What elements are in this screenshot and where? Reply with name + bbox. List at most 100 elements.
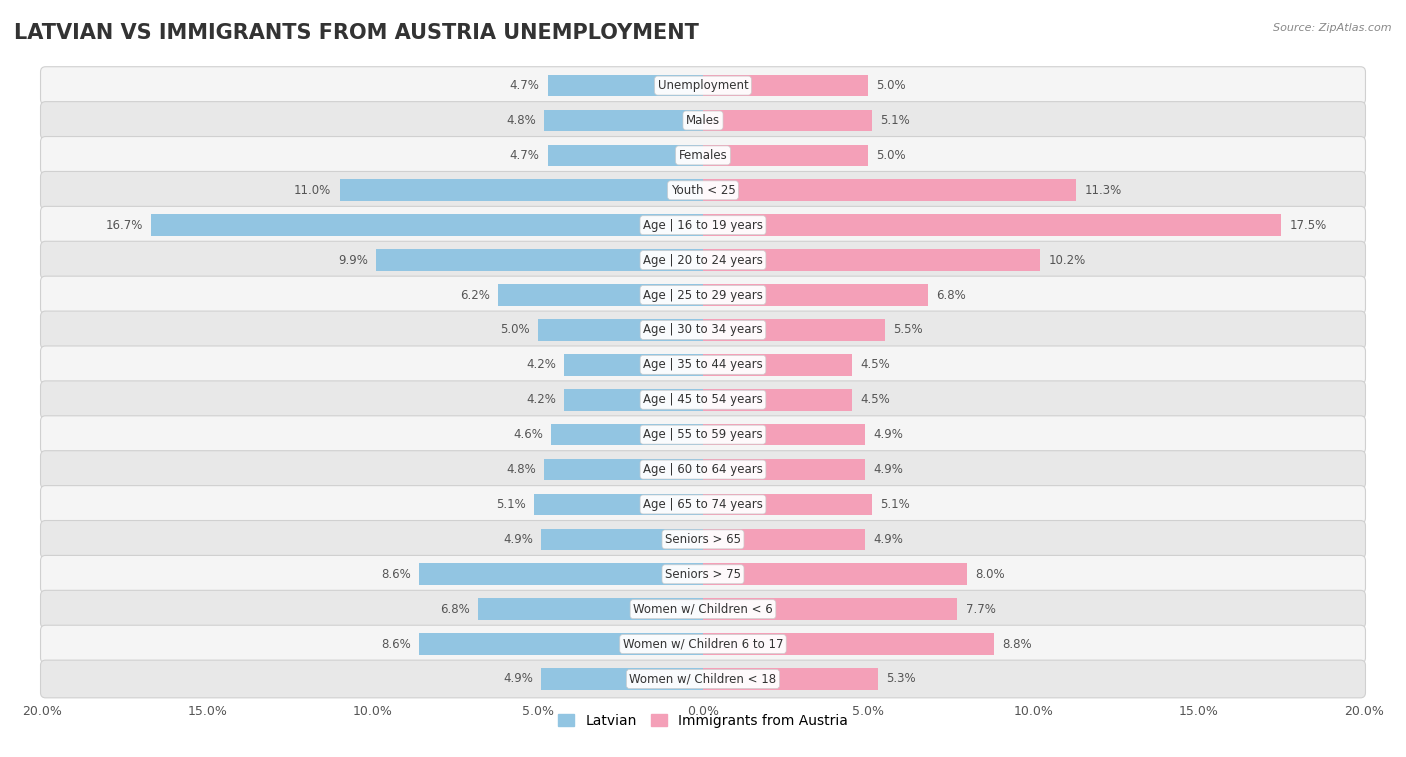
Text: 6.8%: 6.8% xyxy=(440,603,470,615)
Bar xyxy=(703,598,957,620)
Bar xyxy=(703,528,865,550)
Text: 6.2%: 6.2% xyxy=(460,288,489,301)
Bar xyxy=(564,354,703,375)
Text: 4.9%: 4.9% xyxy=(503,672,533,686)
FancyBboxPatch shape xyxy=(41,625,1365,663)
Text: Source: ZipAtlas.com: Source: ZipAtlas.com xyxy=(1274,23,1392,33)
Text: 4.8%: 4.8% xyxy=(506,114,536,127)
FancyBboxPatch shape xyxy=(41,276,1365,314)
Bar xyxy=(541,528,703,550)
Bar xyxy=(703,494,872,516)
Text: 8.0%: 8.0% xyxy=(976,568,1005,581)
Text: 5.3%: 5.3% xyxy=(886,672,915,686)
Text: 8.8%: 8.8% xyxy=(1002,637,1032,650)
Bar xyxy=(375,249,703,271)
Text: LATVIAN VS IMMIGRANTS FROM AUSTRIA UNEMPLOYMENT: LATVIAN VS IMMIGRANTS FROM AUSTRIA UNEMP… xyxy=(14,23,699,42)
Bar xyxy=(703,249,1040,271)
FancyBboxPatch shape xyxy=(41,521,1365,558)
FancyBboxPatch shape xyxy=(41,485,1365,523)
Text: Women w/ Children 6 to 17: Women w/ Children 6 to 17 xyxy=(623,637,783,650)
Text: 8.6%: 8.6% xyxy=(381,568,411,581)
Text: 11.0%: 11.0% xyxy=(294,184,332,197)
Text: 4.5%: 4.5% xyxy=(860,358,890,372)
FancyBboxPatch shape xyxy=(41,556,1365,593)
Text: Age | 45 to 54 years: Age | 45 to 54 years xyxy=(643,393,763,407)
Text: 11.3%: 11.3% xyxy=(1084,184,1122,197)
FancyBboxPatch shape xyxy=(41,416,1365,453)
Text: 4.9%: 4.9% xyxy=(873,428,903,441)
FancyBboxPatch shape xyxy=(41,311,1365,349)
Text: 7.7%: 7.7% xyxy=(966,603,995,615)
Text: Unemployment: Unemployment xyxy=(658,79,748,92)
Bar xyxy=(152,214,703,236)
Text: 4.8%: 4.8% xyxy=(506,463,536,476)
Text: Age | 16 to 19 years: Age | 16 to 19 years xyxy=(643,219,763,232)
Bar xyxy=(703,145,868,167)
Text: Age | 30 to 34 years: Age | 30 to 34 years xyxy=(643,323,763,336)
FancyBboxPatch shape xyxy=(41,660,1365,698)
Text: Age | 35 to 44 years: Age | 35 to 44 years xyxy=(643,358,763,372)
Text: 4.7%: 4.7% xyxy=(509,149,540,162)
Text: 8.6%: 8.6% xyxy=(381,637,411,650)
Text: 4.9%: 4.9% xyxy=(873,533,903,546)
Bar xyxy=(703,634,994,655)
Text: 17.5%: 17.5% xyxy=(1289,219,1327,232)
Text: 6.8%: 6.8% xyxy=(936,288,966,301)
Bar xyxy=(419,563,703,585)
Bar xyxy=(703,668,879,690)
Text: Males: Males xyxy=(686,114,720,127)
Bar xyxy=(703,284,928,306)
Bar xyxy=(544,110,703,131)
Text: 4.7%: 4.7% xyxy=(509,79,540,92)
Text: 5.0%: 5.0% xyxy=(501,323,530,336)
FancyBboxPatch shape xyxy=(41,590,1365,628)
FancyBboxPatch shape xyxy=(41,346,1365,384)
Bar xyxy=(537,319,703,341)
Legend: Latvian, Immigrants from Austria: Latvian, Immigrants from Austria xyxy=(553,709,853,734)
Text: 5.1%: 5.1% xyxy=(880,498,910,511)
Text: Youth < 25: Youth < 25 xyxy=(671,184,735,197)
Text: 5.0%: 5.0% xyxy=(876,149,905,162)
Text: Age | 55 to 59 years: Age | 55 to 59 years xyxy=(643,428,763,441)
Text: Age | 65 to 74 years: Age | 65 to 74 years xyxy=(643,498,763,511)
Bar xyxy=(703,214,1281,236)
Text: Seniors > 75: Seniors > 75 xyxy=(665,568,741,581)
FancyBboxPatch shape xyxy=(41,67,1365,104)
Text: Age | 20 to 24 years: Age | 20 to 24 years xyxy=(643,254,763,266)
FancyBboxPatch shape xyxy=(41,101,1365,139)
FancyBboxPatch shape xyxy=(41,171,1365,209)
Text: 5.1%: 5.1% xyxy=(880,114,910,127)
Text: Women w/ Children < 18: Women w/ Children < 18 xyxy=(630,672,776,686)
FancyBboxPatch shape xyxy=(41,381,1365,419)
Text: 4.9%: 4.9% xyxy=(873,463,903,476)
Text: 4.5%: 4.5% xyxy=(860,393,890,407)
Bar xyxy=(544,459,703,481)
Text: 4.9%: 4.9% xyxy=(503,533,533,546)
Text: 5.5%: 5.5% xyxy=(893,323,922,336)
Text: 5.1%: 5.1% xyxy=(496,498,526,511)
Text: 4.2%: 4.2% xyxy=(526,358,555,372)
Text: Age | 25 to 29 years: Age | 25 to 29 years xyxy=(643,288,763,301)
FancyBboxPatch shape xyxy=(41,450,1365,488)
Text: Age | 60 to 64 years: Age | 60 to 64 years xyxy=(643,463,763,476)
Bar xyxy=(419,634,703,655)
Bar xyxy=(551,424,703,445)
Bar xyxy=(703,424,865,445)
Text: 9.9%: 9.9% xyxy=(337,254,367,266)
Bar xyxy=(703,389,852,410)
Text: Females: Females xyxy=(679,149,727,162)
Bar xyxy=(703,110,872,131)
Bar xyxy=(703,354,852,375)
Bar xyxy=(541,668,703,690)
Text: 16.7%: 16.7% xyxy=(105,219,143,232)
Bar xyxy=(564,389,703,410)
Bar xyxy=(498,284,703,306)
Bar xyxy=(478,598,703,620)
Text: 5.0%: 5.0% xyxy=(876,79,905,92)
Text: 4.2%: 4.2% xyxy=(526,393,555,407)
Bar xyxy=(339,179,703,201)
Bar xyxy=(703,75,868,96)
Bar xyxy=(534,494,703,516)
Bar xyxy=(548,75,703,96)
Text: Seniors > 65: Seniors > 65 xyxy=(665,533,741,546)
